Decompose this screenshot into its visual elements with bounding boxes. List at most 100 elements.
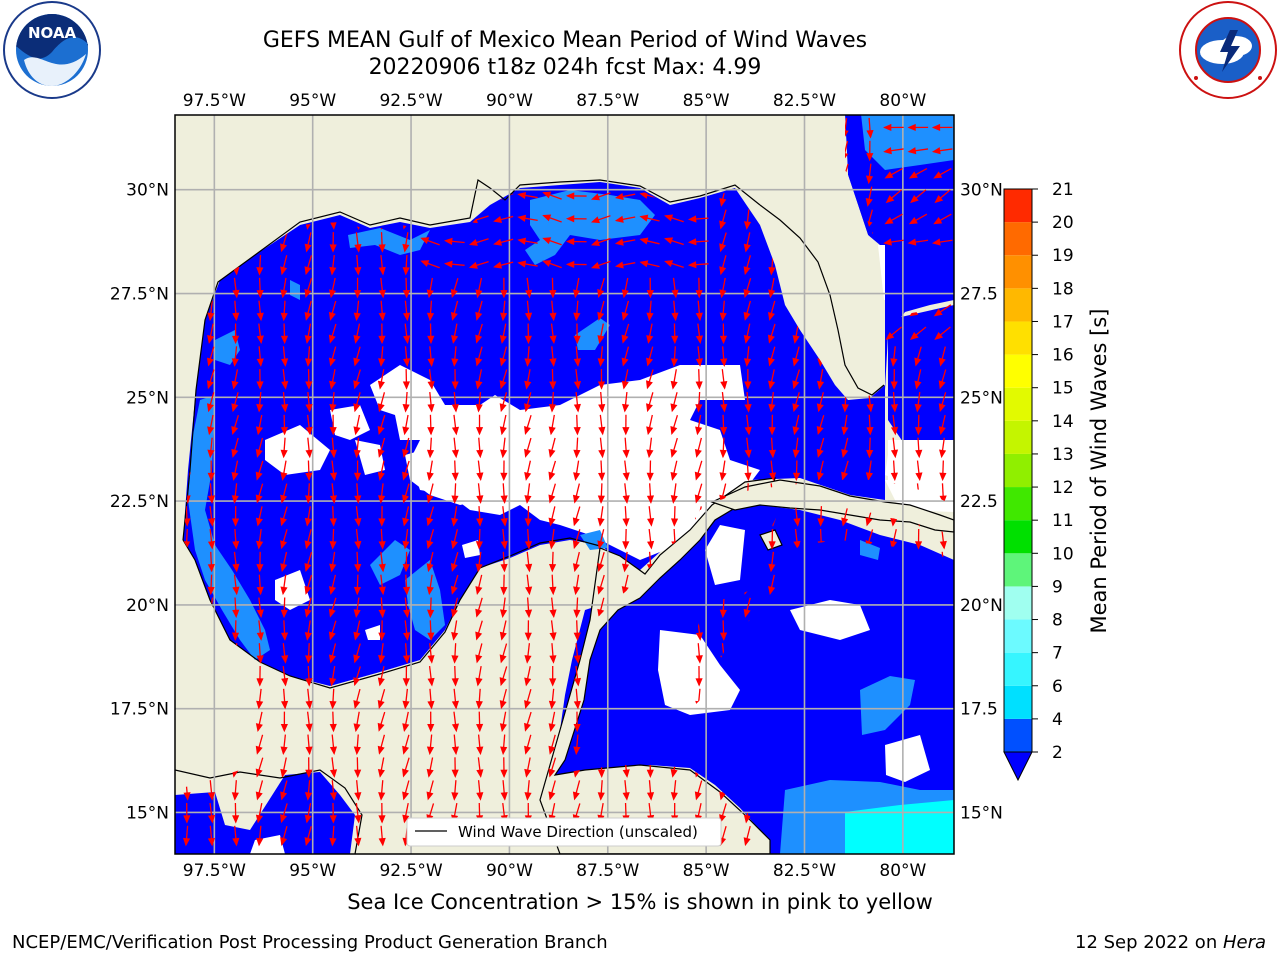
- wave-direction-arrowhead: [768, 563, 776, 573]
- wave-direction-arrowhead: [890, 472, 898, 482]
- wave-direction-arrowhead: [329, 495, 338, 504]
- wave-direction-arrowhead: [476, 746, 484, 756]
- wave-direction-arrowhead: [841, 471, 849, 481]
- wave-direction-arrowhead: [573, 723, 581, 733]
- wave-direction-arrowhead: [493, 261, 503, 269]
- wave-direction-arrowhead: [354, 518, 362, 527]
- wave-direction-arrowhead: [207, 495, 216, 504]
- wave-direction-arrowhead: [329, 380, 337, 390]
- wave-direction-arrowhead: [719, 266, 727, 276]
- wave-direction-arrowhead: [468, 239, 478, 246]
- colorbar-tick-label: 13: [1052, 445, 1074, 465]
- wave-direction-arrowhead: [597, 540, 605, 550]
- wave-direction-arrowhead: [517, 214, 527, 222]
- wave-direction-arrowhead: [720, 403, 728, 413]
- colorbar: 2 4 6 7 8 9 10 11 12 13 14 15 16 17 18 19 20 21: [1003, 180, 1074, 782]
- wave-direction-arrowhead: [890, 426, 899, 436]
- wave-direction-arrowhead: [590, 262, 600, 269]
- wave-direction-arrowhead: [614, 192, 624, 201]
- wave-direction-arrowhead: [402, 564, 410, 573]
- colorbar-segment: [1004, 487, 1032, 521]
- wave-direction-arrowhead: [329, 518, 337, 527]
- wave-direction-arrowhead: [694, 449, 702, 458]
- wave-direction-arrowhead: [915, 472, 923, 482]
- wave-direction-arrowhead: [793, 540, 801, 550]
- wave-direction-arrowhead: [865, 175, 874, 185]
- wave-direction-arrowhead: [621, 289, 629, 299]
- y-tick-label-right: 22.5: [960, 492, 998, 512]
- wave-direction-arrowhead: [354, 540, 362, 550]
- wave-direction-arrowhead: [499, 654, 507, 664]
- wave-direction-arrowhead: [378, 358, 386, 367]
- wave-direction-arrowhead: [524, 677, 532, 687]
- wave-direction-arrowhead: [792, 426, 800, 436]
- wave-direction-arrowhead: [353, 380, 361, 390]
- wave-direction-arrowhead: [402, 517, 410, 527]
- wave-direction-arrowhead: [548, 404, 557, 413]
- wave-direction-arrowhead: [549, 290, 557, 299]
- wave-direction-arrowhead: [792, 357, 800, 367]
- wave-direction-arrowhead: [281, 403, 289, 413]
- wave-direction-arrowhead: [909, 331, 919, 340]
- wave-direction-arrowhead: [353, 357, 361, 367]
- wave-direction-arrowhead: [329, 723, 337, 733]
- wave-direction-arrowhead: [938, 357, 946, 367]
- y-tick-label-right: 20°N: [960, 596, 1003, 616]
- wave-direction-arrowhead: [402, 768, 409, 778]
- wave-direction-arrowhead: [255, 471, 263, 481]
- wave-direction-arrowhead: [450, 585, 458, 595]
- wave-direction-arrowhead: [427, 723, 435, 733]
- wave-direction-arrowhead: [885, 331, 895, 340]
- wave-direction-arrowhead: [910, 195, 919, 204]
- wave-direction-arrowhead: [743, 243, 751, 253]
- wave-direction-arrowhead: [256, 632, 264, 641]
- wave-direction-arrowhead: [792, 403, 800, 413]
- wave-direction-arrowhead: [549, 335, 557, 345]
- wave-direction-arrowhead: [378, 289, 386, 299]
- wave-direction-arrowhead: [475, 427, 484, 436]
- wave-direction-arrowhead: [934, 331, 944, 340]
- wave-direction-arrowhead: [671, 335, 679, 345]
- wave-direction-arrowhead: [475, 586, 483, 595]
- wave-direction-arrowhead: [329, 449, 337, 459]
- wave-direction-arrowhead: [354, 837, 362, 847]
- wave-direction-arrowhead: [427, 335, 435, 345]
- wave-direction-arrowhead: [931, 123, 941, 132]
- atlantic-water: [845, 115, 954, 390]
- colorbar-segment: [1004, 354, 1032, 388]
- wave-direction-arrowhead: [573, 632, 581, 641]
- wave-direction-arrowhead: [256, 403, 264, 413]
- wave-direction-arrowhead: [524, 495, 532, 504]
- wave-direction-arrowhead: [451, 746, 459, 756]
- wave-direction-arrowhead: [305, 381, 313, 390]
- wave-direction-arrowhead: [377, 448, 385, 458]
- wave-direction-arrowhead: [768, 289, 776, 299]
- wave-direction-arrowhead: [402, 404, 410, 413]
- wave-direction-arrowhead: [402, 700, 410, 710]
- wave-direction-arrowhead: [427, 632, 435, 641]
- vector-legend: Wind Wave Direction (unscaled): [406, 817, 722, 847]
- wave-direction-arrowhead: [328, 357, 336, 367]
- x-tick-label-top: 85°W: [683, 91, 730, 111]
- wave-direction-arrowhead: [744, 426, 752, 436]
- wave-direction-arrowhead: [378, 495, 386, 504]
- wave-direction-arrowhead: [542, 214, 552, 222]
- florida-coastline: [759, 204, 885, 396]
- wave-direction-arrowhead: [744, 472, 752, 482]
- wave-direction-arrowhead: [719, 609, 727, 619]
- wave-direction-arrowhead: [354, 267, 362, 276]
- wave-direction-arrowhead: [232, 609, 240, 619]
- run-date-text: 12 Sep 2022 on: [1075, 932, 1223, 953]
- wave-direction-arrowhead: [597, 769, 606, 778]
- wave-direction-arrowhead: [908, 171, 918, 179]
- wave-direction-arrowhead: [280, 814, 287, 824]
- wave-direction-arrowhead: [548, 448, 556, 458]
- wave-direction-arrowhead: [426, 312, 435, 322]
- wave-direction-arrowhead: [450, 288, 458, 298]
- wave-direction-arrowhead: [329, 563, 337, 573]
- wave-direction-arrowhead: [280, 472, 288, 481]
- wave-direction-arrowhead: [377, 700, 385, 710]
- wave-direction-arrowhead: [475, 677, 483, 687]
- colorbar-segment: [1004, 652, 1032, 686]
